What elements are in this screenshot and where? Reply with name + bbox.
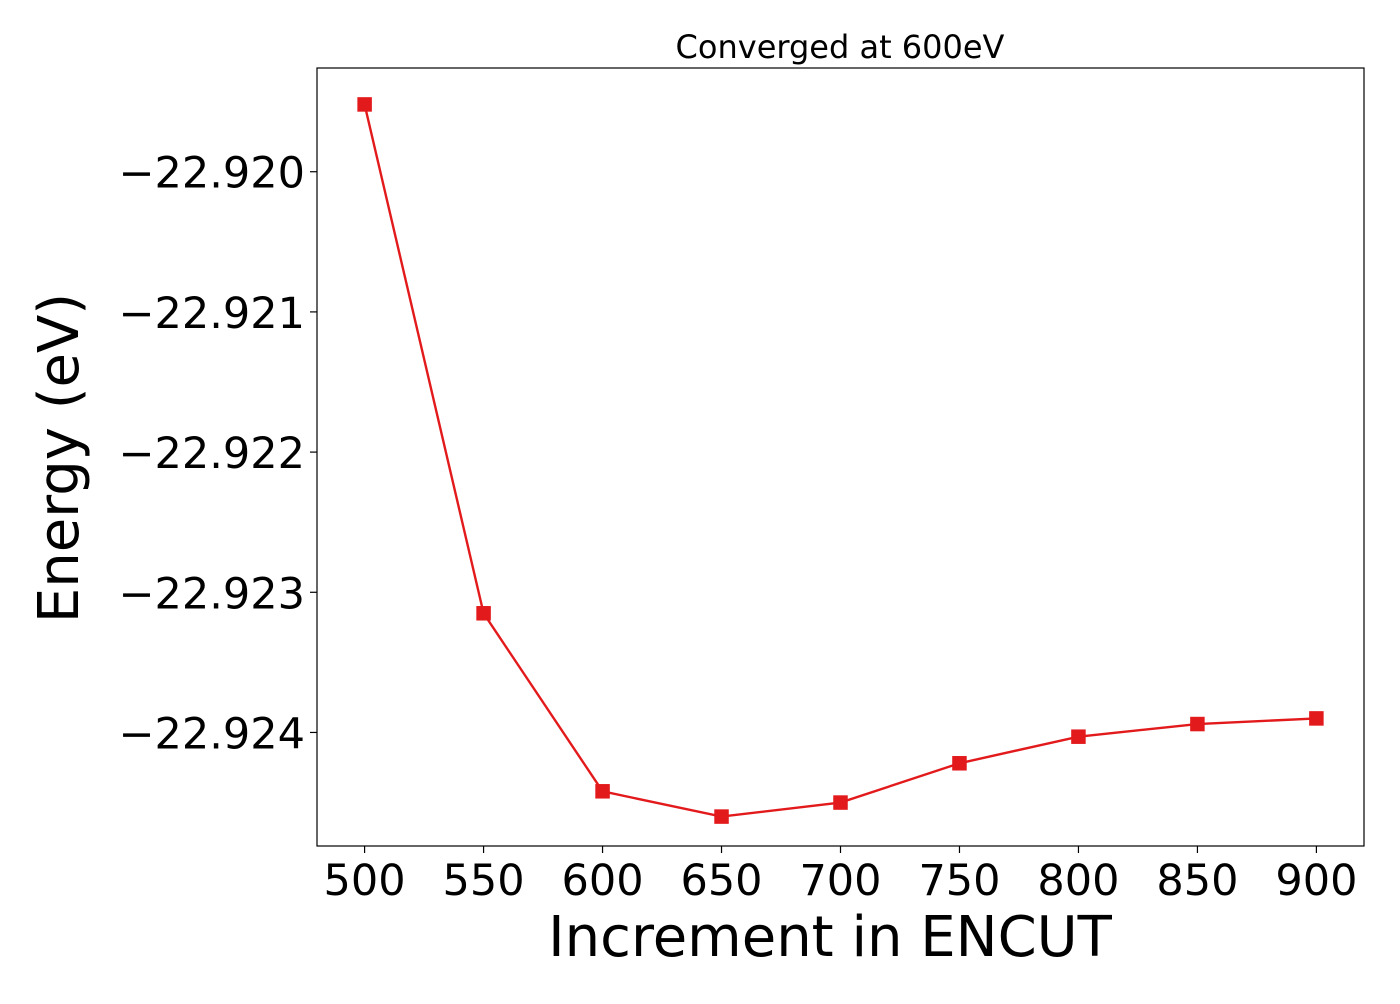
x-tick-label: 550 [443,856,525,906]
y-axis-label-group: Energy (eV) [27,293,92,623]
y-tick-label: −22.920 [119,149,306,199]
ticks-layer: 500 550 600 650 700 750 800 850 900 −22.920 −22.92… [119,149,1358,906]
data-point [1190,716,1205,732]
x-axis-label: Increment in ENCUT [548,905,1113,970]
data-point [714,809,729,824]
data-point [595,784,610,799]
data-point [833,795,848,810]
x-tick-label: 600 [562,856,644,906]
plot-frame [316,67,1365,847]
y-tick-label: −22.924 [119,709,306,759]
series-line [363,104,1317,818]
x-tick-label: 700 [799,856,881,906]
x-tick-label: 900 [1275,856,1357,906]
x-tick-label: 500 [324,856,406,906]
x-tick-label: 650 [680,856,762,906]
x-tick-label: 850 [1156,856,1238,906]
y-tick-label: −22.923 [119,569,306,619]
data-point [1309,711,1324,726]
y-axis-label: Energy (eV) [27,293,92,623]
y-tick-label: −22.922 [119,429,306,479]
y-tick-label: −22.921 [119,289,306,339]
x-tick-label: 800 [1037,856,1119,906]
chart-title: Converged at 600eV [676,28,1005,66]
x-tick-label: 750 [918,856,1000,906]
data-point [357,97,372,112]
series-layer [357,97,1324,824]
data-point [476,606,491,621]
data-point [952,756,967,771]
data-point [1071,729,1086,744]
